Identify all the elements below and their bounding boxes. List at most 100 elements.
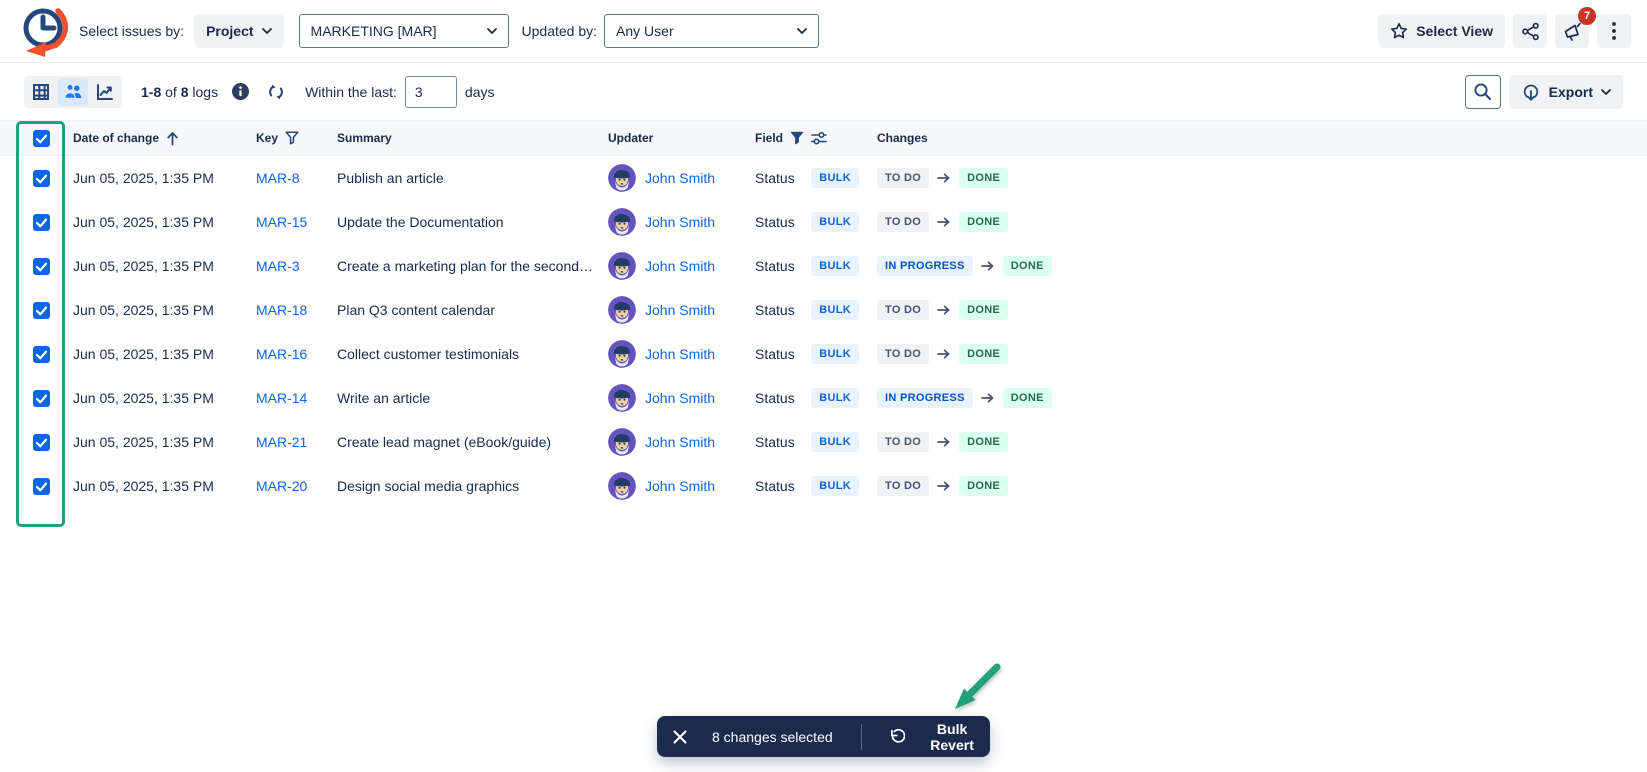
change-to-badge: DONE xyxy=(1002,256,1052,276)
export-button[interactable]: Export xyxy=(1508,74,1623,109)
row-checkbox[interactable] xyxy=(33,169,50,187)
date-cell: Jun 05, 2025, 1:35 PM xyxy=(73,214,214,230)
change-to-badge: DONE xyxy=(959,168,1009,188)
issue-key-link[interactable]: MAR-15 xyxy=(256,214,308,230)
chart-view-tab[interactable] xyxy=(90,78,120,106)
project-select[interactable]: MARKETING [MAR] xyxy=(298,14,509,48)
arrow-right-icon xyxy=(937,173,951,183)
select-view-button[interactable]: Select View xyxy=(1378,14,1505,48)
updater-link[interactable]: John Smith xyxy=(645,478,716,494)
user-select[interactable]: Any User xyxy=(604,14,820,48)
field-header-label: Field xyxy=(755,131,784,145)
change-to-badge: DONE xyxy=(1002,388,1052,408)
row-checkbox[interactable] xyxy=(33,477,50,495)
filter-outline-icon[interactable] xyxy=(285,131,299,145)
row-checkbox[interactable] xyxy=(33,345,50,363)
select-all-checkbox[interactable] xyxy=(33,129,50,147)
selected-count-text: 8 changes selected xyxy=(712,728,833,745)
refresh-button[interactable] xyxy=(267,83,285,101)
issue-key-link[interactable]: MAR-14 xyxy=(256,390,308,406)
summary-text: Write an article xyxy=(337,390,431,406)
field-name: Status xyxy=(755,170,795,186)
column-header-date[interactable]: Date of change xyxy=(73,131,256,146)
field-name: Status xyxy=(755,214,795,230)
table-row: Jun 05, 2025, 1:35 PM MAR-3 Create a mar… xyxy=(0,244,1647,288)
user-avatar-icon xyxy=(608,428,636,456)
row-checkbox[interactable] xyxy=(33,433,50,451)
change-to-badge: DONE xyxy=(959,344,1009,364)
date-cell: Jun 05, 2025, 1:35 PM xyxy=(73,170,214,186)
bulk-badge: BULK xyxy=(811,212,859,232)
column-header-field[interactable]: Field xyxy=(755,131,877,145)
within-last-label: Within the last: xyxy=(305,83,397,100)
check-icon xyxy=(33,346,50,363)
issue-key-link[interactable]: MAR-20 xyxy=(256,478,308,494)
kebab-menu-icon xyxy=(1612,22,1616,40)
share-button[interactable] xyxy=(1513,14,1547,48)
updater-link[interactable]: John Smith xyxy=(645,214,716,230)
column-header-changes[interactable]: Changes xyxy=(877,131,1647,145)
column-header-summary[interactable]: Summary xyxy=(337,131,608,145)
issue-selector-dropdown[interactable]: Project xyxy=(194,14,284,48)
people-view-tab[interactable] xyxy=(58,77,88,106)
change-from-badge: IN PROGRESS xyxy=(877,388,973,408)
bulk-badge: BULK xyxy=(811,388,859,408)
project-select-value: MARKETING [MAR] xyxy=(310,23,437,39)
row-checkbox[interactable] xyxy=(33,301,50,319)
change-from-badge: TO DO xyxy=(877,344,930,364)
check-icon xyxy=(33,478,50,495)
table-header-row: Date of change Key Summary Updater Field… xyxy=(0,120,1647,156)
announcements-button[interactable]: 7 xyxy=(1555,7,1596,48)
info-button[interactable] xyxy=(232,83,250,100)
select-issues-by-label: Select issues by: xyxy=(79,23,185,39)
summary-text: Design social media graphics xyxy=(337,478,520,494)
user-avatar-icon xyxy=(608,384,636,412)
row-checkbox[interactable] xyxy=(33,213,50,231)
annotation-arrow xyxy=(955,663,1001,709)
divider xyxy=(860,723,862,750)
date-cell: Jun 05, 2025, 1:35 PM xyxy=(73,346,214,362)
date-cell: Jun 05, 2025, 1:35 PM xyxy=(73,434,214,450)
table-toolbar: 1-8 of 8 logs Within the last: days Expo… xyxy=(0,62,1647,120)
issue-key-link[interactable]: MAR-18 xyxy=(256,302,308,318)
updater-link[interactable]: John Smith xyxy=(645,390,716,406)
updater-link[interactable]: John Smith xyxy=(645,434,716,450)
issue-key-link[interactable]: MAR-21 xyxy=(256,434,308,450)
issue-key-link[interactable]: MAR-8 xyxy=(256,170,300,186)
filter-filled-icon[interactable] xyxy=(790,131,804,145)
column-header-key[interactable]: Key xyxy=(256,131,337,145)
avatar xyxy=(608,164,636,192)
field-name: Status xyxy=(755,434,795,450)
column-header-updater[interactable]: Updater xyxy=(608,131,755,145)
change-from-badge: TO DO xyxy=(877,168,930,188)
bulk-badge: BULK xyxy=(811,300,859,320)
updater-link[interactable]: John Smith xyxy=(645,170,716,186)
table-view-tab[interactable] xyxy=(26,78,56,106)
avatar xyxy=(608,340,636,368)
change-from-badge: TO DO xyxy=(877,476,930,496)
avatar xyxy=(608,428,636,456)
column-settings-icon[interactable] xyxy=(811,131,827,145)
summary-text: Publish an article xyxy=(337,170,444,186)
bulk-revert-button[interactable]: Bulk Revert xyxy=(888,721,990,753)
refresh-icon xyxy=(269,84,283,99)
date-cell: Jun 05, 2025, 1:35 PM xyxy=(73,478,214,494)
row-checkbox[interactable] xyxy=(33,389,50,407)
updater-link[interactable]: John Smith xyxy=(645,302,716,318)
change-to-badge: DONE xyxy=(959,432,1009,452)
clear-selection-button[interactable] xyxy=(672,729,688,745)
row-checkbox[interactable] xyxy=(33,257,50,275)
days-input[interactable] xyxy=(404,75,457,108)
check-icon xyxy=(33,390,50,407)
avatar xyxy=(608,252,636,280)
search-button[interactable] xyxy=(1464,74,1501,109)
updater-link[interactable]: John Smith xyxy=(645,258,716,274)
field-name: Status xyxy=(755,346,795,362)
issue-key-link[interactable]: MAR-3 xyxy=(256,258,300,274)
field-name: Status xyxy=(755,302,795,318)
updater-link[interactable]: John Smith xyxy=(645,346,716,362)
change-to-badge: DONE xyxy=(959,476,1009,496)
updater-header-label: Updater xyxy=(608,131,654,145)
more-options-button[interactable] xyxy=(1597,14,1631,48)
issue-key-link[interactable]: MAR-16 xyxy=(256,346,308,362)
